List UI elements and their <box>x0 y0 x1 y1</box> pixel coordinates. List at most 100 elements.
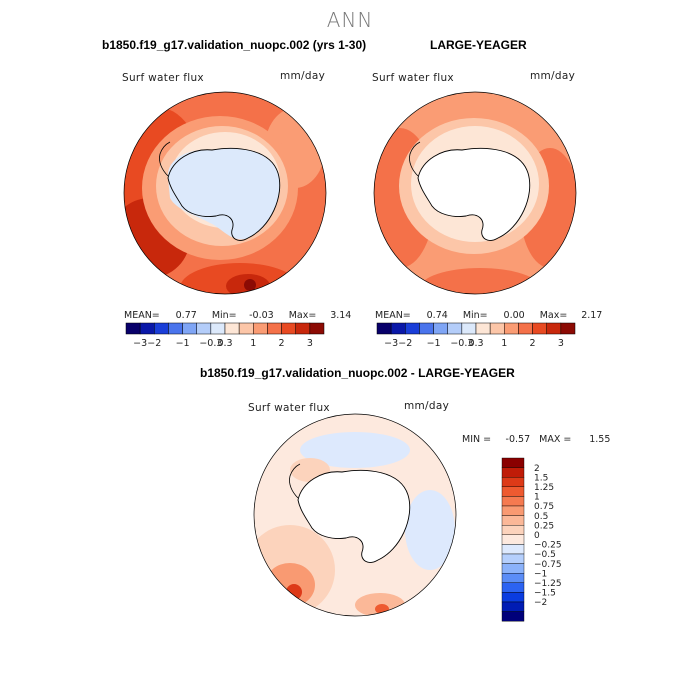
panel2-units-label: mm/day <box>530 70 576 82</box>
panel1-title: b1850.f19_g17.validation_nuopc.002 (yrs … <box>102 38 367 52</box>
map3-east-negative <box>405 490 455 570</box>
panel3-min-value: -0.57 <box>505 434 531 445</box>
map3-peninsula-coastline <box>289 463 301 499</box>
diff-colorbar-tick-label: 0.5 <box>534 512 548 522</box>
colorbar-cell <box>295 322 311 335</box>
diff-colorbar-tick-label: −0.25 <box>534 541 562 551</box>
colorbar-tick-label: −1 <box>176 338 190 349</box>
panel1-max-value: 3.14 <box>330 310 352 321</box>
diff-colorbar-cell <box>501 553 525 564</box>
map2-south-band <box>420 268 540 294</box>
panel2-title: LARGE-YEAGER <box>430 38 527 52</box>
colorbar-cell <box>281 322 296 335</box>
colorbar-cell <box>390 322 406 335</box>
map3-southwest-peak <box>286 584 302 600</box>
colorbar-tick-label: 2 <box>530 338 536 349</box>
panel2-colorbar: −3 −2 −1 −0.30.3 1 2 3 <box>376 322 576 349</box>
panel1-colorbar: −3 −2 −1 −0.30.3 1 2 3 <box>125 322 325 349</box>
colorbar-tick-label: −1 <box>427 338 441 349</box>
panel1-colorbar-cells <box>125 322 325 335</box>
panel1-max-label: Max= <box>288 310 317 321</box>
panel2-min-label: Min= <box>462 310 488 321</box>
panel2-max-value: 2.17 <box>581 310 603 321</box>
panel2-mean-label: MEAN= <box>375 310 411 321</box>
diff-colorbar-cell <box>501 486 525 497</box>
panel1-map <box>123 91 327 295</box>
panel2-max-label: Max= <box>539 310 568 321</box>
colorbar-tick-label: 0.3 <box>217 338 232 349</box>
map3-boundary <box>253 413 457 617</box>
colorbar-cell <box>309 322 325 335</box>
colorbar-cell <box>139 322 155 335</box>
diff-colorbar-tick-label: 1.5 <box>534 473 548 483</box>
colorbar-tick-label: −3 <box>133 338 147 349</box>
panel1-units-label: mm/day <box>280 70 326 82</box>
diff-colorbar-cell <box>501 582 525 593</box>
map2-peninsula-coastline <box>409 141 421 177</box>
colorbar-cell <box>433 322 448 335</box>
panel1-min-label: Min= <box>211 310 237 321</box>
colorbar-cell <box>560 322 576 335</box>
colorbar-cell <box>376 322 392 335</box>
colorbar-cell <box>267 322 282 335</box>
diff-colorbar-cell <box>501 515 525 526</box>
panel3-stats: MIN = -0.57 MAX = 1.55 <box>462 434 610 445</box>
colorbar-cell <box>125 322 141 335</box>
diff-colorbar-tick-label: −1.25 <box>534 579 562 589</box>
diff-colorbar-tick-label: −0.5 <box>534 550 556 560</box>
colorbar-tick-label: 3 <box>307 338 313 349</box>
colorbar-tick-label: −3 <box>384 338 398 349</box>
colorbar-tick-label: −0.3 <box>450 338 473 349</box>
panel1-mean-value: 0.77 <box>175 310 197 321</box>
colorbar-tick-label: 1 <box>250 338 256 349</box>
map3-antarctica-coastline <box>297 470 411 563</box>
colorbar-cell <box>504 322 519 335</box>
panel2-mean-value: 0.74 <box>426 310 448 321</box>
panel3-colorbar: 21.51.2510.750.50.250−0.25−0.5−0.75−1−1.… <box>501 457 562 622</box>
map3-southwest-mid <box>265 563 315 607</box>
diff-colorbar-tick-label: −0.75 <box>534 560 562 570</box>
map3-north-negative <box>300 432 410 468</box>
colorbar-tick-label: −2 <box>398 338 412 349</box>
colorbar-tick-label: 3 <box>558 338 564 349</box>
diff-colorbar-cell <box>501 467 525 478</box>
colorbar-cell <box>489 322 505 335</box>
colorbar-cell <box>447 322 463 335</box>
map1-antarctic-icefield <box>167 148 280 240</box>
colorbar-cell <box>419 322 434 335</box>
panel1-min-value: -0.03 <box>249 310 274 321</box>
diff-colorbar-cell <box>501 496 525 507</box>
diff-colorbar-tick-label: −1 <box>534 569 547 579</box>
panel3-max-label: MAX = <box>539 434 572 445</box>
colorbar-tick-label: 0.3 <box>468 338 483 349</box>
colorbar-cell <box>210 322 226 335</box>
panel1-stats: MEAN= 0.77 Min= -0.03 Max= 3.14 <box>124 310 351 321</box>
main-title: ANN <box>326 8 374 32</box>
diff-colorbar-tick-label: 0.25 <box>534 521 554 531</box>
map1-peninsula-coastline <box>159 141 171 177</box>
panel2-map <box>373 91 577 295</box>
colorbar-cell <box>475 322 491 335</box>
colorbar-cell <box>518 322 533 335</box>
panel2-colorbar-cells <box>376 322 576 335</box>
colorbar-cell <box>461 322 477 335</box>
colorbar-cell <box>154 322 169 335</box>
diff-colorbar-cell <box>501 534 525 545</box>
colorbar-tick-label: −0.3 <box>199 338 222 349</box>
colorbar-cell <box>253 322 268 335</box>
colorbar-cell <box>405 322 420 335</box>
panel3-min-label: MIN = <box>462 434 492 445</box>
map2-boundary <box>373 91 577 295</box>
diff-colorbar-tick-label: 0.75 <box>534 502 554 512</box>
panel2-colorbar-ticks: −3 −2 −1 −0.30.3 1 2 3 <box>384 338 564 349</box>
diff-colorbar-cell <box>501 544 525 555</box>
colorbar-tick-label: −2 <box>147 338 161 349</box>
map1-south-peak <box>244 279 256 291</box>
panel2-min-value: 0.00 <box>503 310 525 321</box>
diff-colorbar-cell <box>501 457 525 468</box>
diff-colorbar-cell <box>501 601 525 612</box>
diff-colorbar-cell <box>501 505 525 516</box>
colorbar-cell <box>168 322 183 335</box>
map2-antarctica-coastline <box>417 148 531 241</box>
panel1-mean-label: MEAN= <box>124 310 160 321</box>
